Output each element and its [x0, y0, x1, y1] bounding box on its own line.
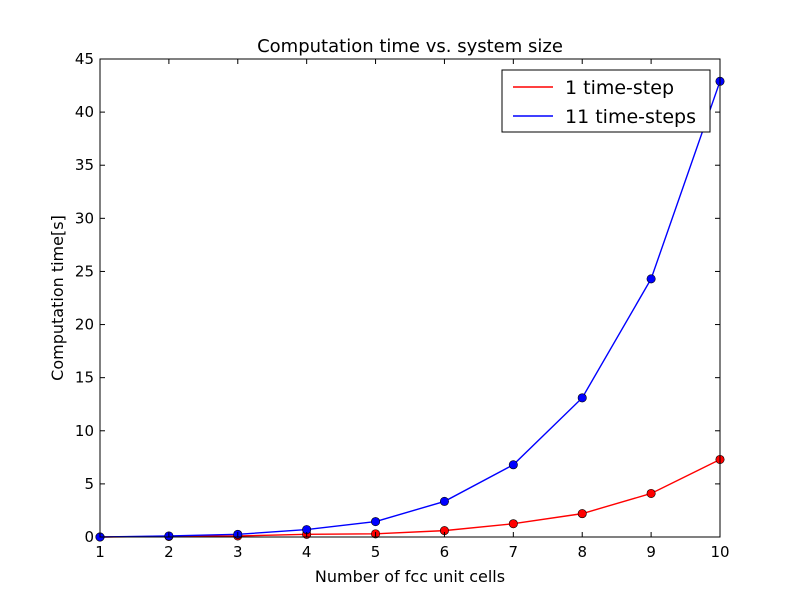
legend: 1 time-step 11 time-steps [501, 69, 711, 133]
x-tick-label: 5 [371, 543, 381, 561]
chart-title: Computation time vs. system size [257, 36, 563, 57]
series-1-point [577, 509, 587, 519]
series-1-point [508, 519, 518, 529]
y-tick-label: 20 [75, 316, 94, 334]
x-tick-label: 6 [440, 543, 450, 561]
x-tick-label: 7 [509, 543, 519, 561]
y-tick-label: 10 [75, 422, 94, 440]
legend-box [501, 69, 711, 133]
series-line-2 [99, 81, 721, 538]
x-axis-label: Number of fcc unit cells [315, 567, 505, 586]
y-tick-label: 35 [75, 156, 94, 174]
y-tick-label: 15 [75, 369, 94, 387]
y-tick-label: 25 [75, 262, 94, 280]
axes-frame [99, 58, 721, 538]
series-2-point [577, 393, 587, 403]
series-2-point [646, 274, 656, 284]
x-tick-label: 4 [302, 543, 312, 561]
x-tick-label: 2 [164, 543, 174, 561]
y-tick-label: 0 [84, 528, 94, 546]
legend-label-2: 11 time-steps [565, 106, 696, 128]
legend-label-1: 1 time-step [565, 77, 674, 99]
series-2-point [508, 460, 518, 470]
x-tick-label: 10 [710, 543, 729, 561]
series-1-point [646, 488, 656, 498]
y-tick-label: 30 [75, 209, 94, 227]
x-tick-label: 1 [95, 543, 105, 561]
y-axis-label: Computation time[s] [48, 215, 67, 381]
x-tick-label: 9 [646, 543, 656, 561]
y-tick-label: 45 [75, 50, 94, 68]
series-line-1 [99, 458, 721, 538]
series-2-point [371, 517, 381, 527]
y-tick-label: 5 [84, 475, 94, 493]
x-tick-label: 3 [233, 543, 243, 561]
series-2-point [439, 496, 449, 506]
x-tick-label: 8 [577, 543, 587, 561]
y-tick-label: 40 [75, 103, 94, 121]
